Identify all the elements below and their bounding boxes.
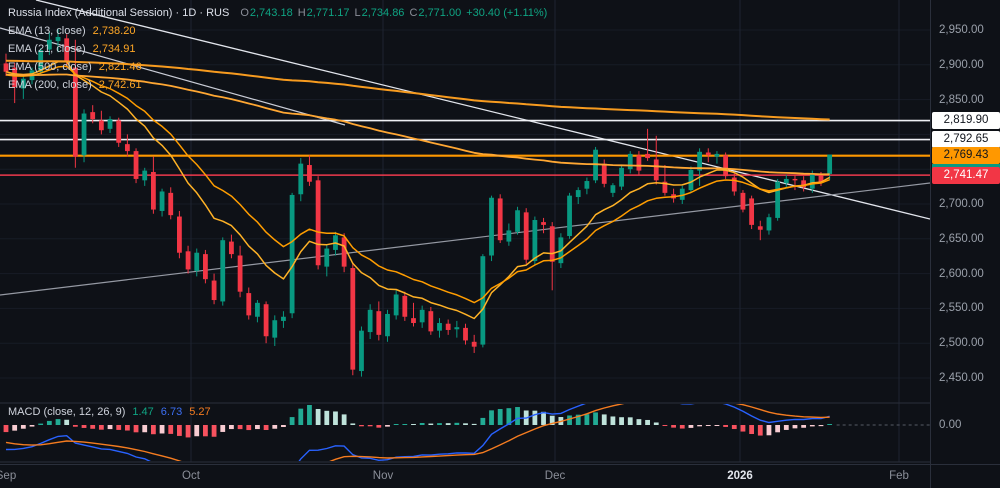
- last-price-label-peek: [932, 163, 1000, 168]
- price-tick-label: 2,900.00: [939, 58, 984, 71]
- time-axis-label-dec: Dec: [544, 470, 566, 482]
- time-axis-label-oct: Oct: [182, 470, 200, 482]
- price-tick-label: 2,550.00: [939, 302, 984, 315]
- axis-corner: [930, 464, 1000, 488]
- price-tick-label: 2,700.00: [939, 198, 984, 210]
- hline-label-2769: 2,769.43: [932, 147, 1000, 165]
- time-axis-label-nov: Nov: [372, 470, 394, 482]
- time-axis-label-feb: Feb: [889, 470, 909, 482]
- macd-zero-tick: 0.00: [939, 419, 962, 431]
- time-axis[interactable]: Sep Oct Nov Dec 2026 Feb: [0, 464, 1000, 488]
- macd-indicator-name: MACD (close, 12, 26, 9): [8, 406, 126, 418]
- macd-hist-value: 1.47: [132, 406, 154, 418]
- price-axis[interactable]: 2,819.90 2,792.65 2,769.43 2,741.47 2,95…: [930, 0, 1000, 464]
- time-axis-label-sep: Sep: [0, 470, 17, 482]
- ohlc-values: O2,743.18 H2,771.17 L2,734.86 C2,771.00 +30.…: [240, 7, 548, 19]
- ema200-legend-row[interactable]: EMA (200, close) 2,742.61: [8, 79, 142, 91]
- macd-signal-value: 5.27: [189, 406, 211, 418]
- macd-legend-row[interactable]: MACD (close, 12, 26, 9) 1.47 6.73 5.27: [8, 404, 211, 420]
- hline-label-2792: 2,792.65: [932, 131, 1000, 148]
- price-tick-label: 2,600.00: [939, 267, 984, 280]
- ema13-legend-row[interactable]: EMA (13, close) 2,738.20: [8, 25, 136, 37]
- chart-canvas[interactable]: [0, 0, 930, 464]
- price-tick-label: 2,950.00: [939, 24, 984, 36]
- price-tick-label: 2,850.00: [939, 93, 984, 106]
- price-tick-label: 2,450.00: [939, 372, 984, 384]
- ema500-legend-row[interactable]: EMA (500, close) 2,821.46: [8, 61, 142, 73]
- symbol-title: Russia Index (Additional Session) · 1D ·…: [8, 7, 230, 19]
- time-axis-label-2026: 2026: [727, 470, 753, 482]
- symbol-legend[interactable]: Russia Index (Additional Session) · 1D ·…: [8, 4, 547, 94]
- change-value: +30.40 (+1.11%): [466, 7, 548, 19]
- hline-label-2819: 2,819.90: [932, 112, 1000, 130]
- symbol-title-row[interactable]: Russia Index (Additional Session) · 1D ·…: [8, 4, 547, 22]
- macd-pane: [3, 404, 833, 461]
- ema21-legend-row[interactable]: EMA (21, close) 2,734.91: [8, 43, 136, 55]
- hline-label-2741: 2,741.47: [932, 166, 1000, 184]
- macd-line-value: 6.73: [160, 406, 183, 418]
- price-tick-label: 2,650.00: [939, 232, 984, 245]
- price-tick-label: 2,500.00: [939, 337, 984, 350]
